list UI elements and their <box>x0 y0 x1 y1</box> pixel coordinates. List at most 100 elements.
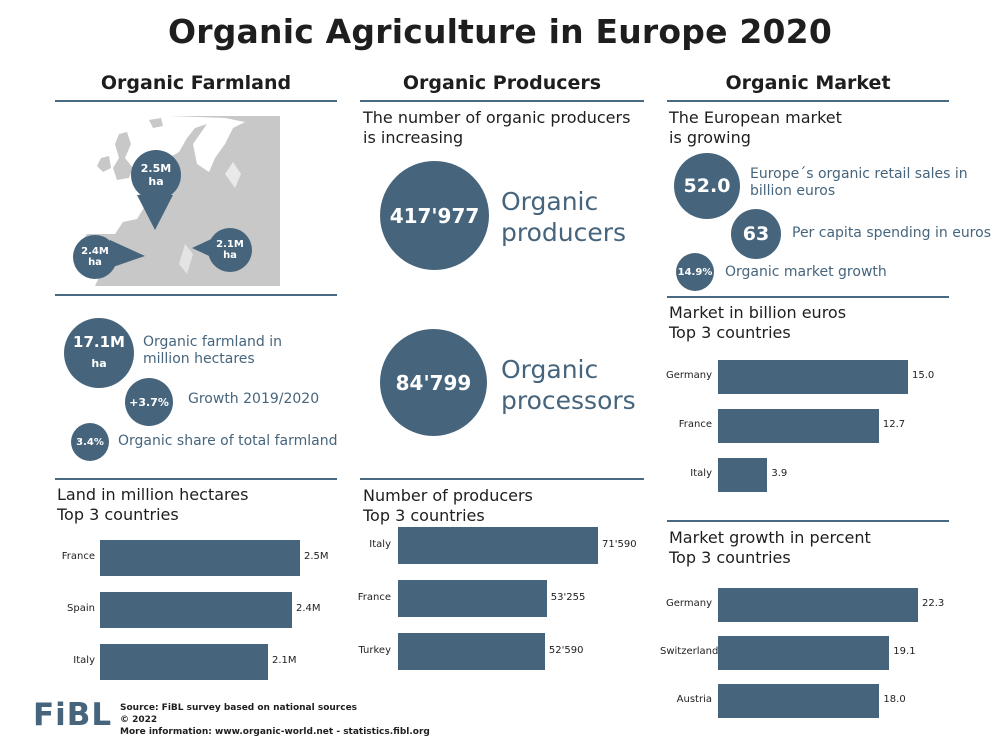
stat-label-processors: Organic processors <box>501 354 636 416</box>
map-pin-france: 2.5M ha <box>131 150 181 200</box>
page-title: Organic Agriculture in Europe 2020 <box>167 12 832 51</box>
footer-more-info: More information: www.organic-world.net … <box>120 727 430 737</box>
divider <box>55 294 337 296</box>
column-title-market: Organic Market <box>725 72 891 94</box>
map-pin-italy: 2.1M ha <box>208 228 252 272</box>
chart-heading-line: Land in million hectares <box>57 485 249 504</box>
bar <box>718 684 880 718</box>
bar-category-label: Turkey <box>358 644 391 656</box>
heading-line: The European market <box>669 108 842 127</box>
footer-source: Source: FiBL survey based on national so… <box>120 703 358 713</box>
bar-value-label: 2.5M <box>304 551 329 562</box>
bar-value-label: 18.0 <box>883 694 906 705</box>
stat-value: 17.1M <box>73 333 125 351</box>
chart-heading-line: Top 3 countries <box>669 323 791 342</box>
bar-value-label: 2.4M <box>296 603 321 614</box>
bar <box>100 592 292 628</box>
chart-heading-line: Top 3 countries <box>669 548 791 567</box>
footer-copyright: © 2022 <box>120 715 158 725</box>
bar-category-label: Spain <box>67 603 95 614</box>
stat-unit: ha <box>91 357 107 370</box>
pin-value: 2.1M <box>216 239 244 250</box>
stat-label-market-growth: Organic market growth <box>725 264 887 280</box>
producers-heading: The number of organic producers is incre… <box>363 108 630 148</box>
bar <box>718 636 890 670</box>
map-pin-shape <box>137 195 173 230</box>
stat-label-growth: Growth 2019/2020 <box>188 391 320 407</box>
footer-text: Source: FiBL survey based on national so… <box>120 702 430 738</box>
bar <box>100 644 268 680</box>
divider <box>360 100 644 102</box>
fibl-logo: FiBL <box>33 697 113 733</box>
pin-value: 2.5M <box>140 162 172 175</box>
stat-label-farmland: Organic farmland in million hectares <box>143 334 282 368</box>
divider <box>667 520 949 522</box>
stat-label-producers: Organic producers <box>501 186 626 248</box>
map-pin-spain: 2.4M ha <box>73 235 117 279</box>
heading-line: is increasing <box>363 128 464 147</box>
stat-label-line: Organic farmland in <box>143 334 283 350</box>
bar-category-label: Switzerland <box>660 646 719 657</box>
bar-category-label: France <box>61 551 95 562</box>
pin-unit: ha <box>223 250 237 261</box>
bar <box>100 540 300 576</box>
bar-category-label: Italy <box>369 538 391 550</box>
divider <box>55 478 337 480</box>
stat-circle-growth: +3.7% <box>125 378 173 426</box>
bar-category-label: France <box>678 419 712 430</box>
chart-heading-line: Top 3 countries <box>57 505 179 524</box>
stat-label-line: Europe´s organic retail sales in <box>750 166 968 182</box>
stat-circle-retail: 52.0 <box>674 153 740 219</box>
chart-heading-line: Market growth in percent <box>669 528 871 547</box>
stat-label-line: million hectares <box>143 351 255 367</box>
bar-category-label: Austria <box>676 694 712 705</box>
stat-circle-per-capita: 63 <box>731 209 781 259</box>
chart-heading-market: Market in billion euros Top 3 countries <box>669 303 846 343</box>
bar-value-label: 19.1 <box>893 646 916 657</box>
pin-unit: ha <box>148 175 164 188</box>
stat-label-line: Organic <box>501 187 599 216</box>
map-pin-shape <box>110 240 145 268</box>
bar-category-label: Italy <box>690 468 712 479</box>
stat-circle-farmland: 17.1M ha <box>64 318 134 388</box>
bar <box>718 409 879 443</box>
bar-value-label: 53'255 <box>550 591 586 603</box>
bar <box>718 458 768 492</box>
stat-circle-producers: 417'977 <box>380 161 489 270</box>
stat-label-share: Organic share of total farmland <box>118 433 338 449</box>
stat-label-line: Organic <box>501 355 599 384</box>
heading-line: The number of organic producers <box>363 108 631 127</box>
stat-label-retail: Europe´s organic retail sales in billion… <box>750 166 968 200</box>
chart-heading-producers: Number of producers Top 3 countries <box>363 486 533 526</box>
bar-category-label: Germany <box>666 598 712 609</box>
divider <box>360 478 644 480</box>
bar-value-label: 71'590 <box>602 538 637 550</box>
chart-heading-line: Market in billion euros <box>669 303 847 322</box>
bar <box>718 588 918 622</box>
pin-value: 2.4M <box>81 246 109 257</box>
bar-value-label: 52'590 <box>548 644 584 656</box>
bar-category-label: France <box>357 591 391 603</box>
column-title-farmland: Organic Farmland <box>100 72 292 94</box>
divider <box>667 296 949 298</box>
stat-label-line: billion euros <box>750 183 836 199</box>
chart-heading-land: Land in million hectares Top 3 countries <box>57 485 248 525</box>
heading-line: is growing <box>669 128 751 147</box>
bar-chart-land: France 2.5M Spain 2.4M Italy 2.1M <box>55 540 345 685</box>
stat-circle-market-growth: 14.9% <box>676 253 714 291</box>
bar-chart-market-growth: Germany 22.3 Switzerland 19.1 Austria 18.0 <box>660 588 950 728</box>
bar-chart-market: Germany 15.0 France 12.7 Italy 3.9 <box>660 360 950 500</box>
bar-category-label: Italy <box>73 655 95 666</box>
stat-label-per-capita: Per capita spending in euros <box>792 225 991 241</box>
bar-value-label: 22.3 <box>922 598 945 609</box>
stat-label-line: producers <box>501 218 627 247</box>
divider <box>55 100 337 102</box>
bar-value-label: 3.9 <box>771 468 788 479</box>
bar-value-label: 12.7 <box>882 419 906 430</box>
divider <box>667 100 949 102</box>
bar <box>398 527 598 564</box>
bar-value-label: 2.1M <box>272 655 297 666</box>
bar-chart-producers: Italy 71'590 France 53'255 Turkey 52'590 <box>355 527 645 677</box>
chart-heading-line: Number of producers <box>363 486 533 505</box>
stat-label-line: processors <box>501 386 636 415</box>
